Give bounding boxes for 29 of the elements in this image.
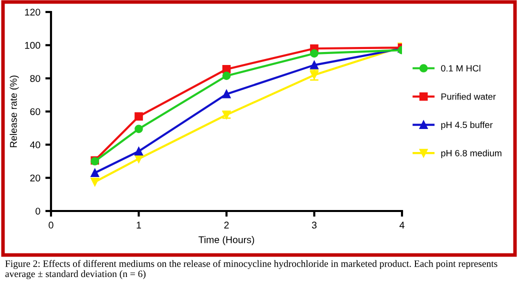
legend-label: Purified water: [441, 93, 496, 100]
y-tick-label: 60: [30, 108, 40, 116]
y-axis-title: Release rate (%): [10, 76, 19, 148]
point: [134, 124, 143, 134]
point: [310, 60, 318, 70]
point: [222, 72, 231, 80]
caption: Figure 2: Effects of different mediums on the release of minocycline hydrochloride in marketed product. Each point represents average ± standard deviation (n = 6): [5, 260, 498, 280]
point: [134, 154, 143, 163]
x-axis-title: Time (Hours): [198, 236, 254, 246]
legend-label: pH 4.5 buffer: [441, 121, 493, 130]
y-tick-label: 40: [30, 141, 40, 148]
legend-label: pH 6.8 medium: [441, 150, 502, 158]
point: [134, 112, 143, 121]
point: [90, 168, 100, 178]
y-tick-label: 120: [25, 8, 40, 16]
point: [222, 90, 231, 98]
x-tick-label: 1: [136, 222, 141, 228]
x-tick-label: 0: [48, 222, 54, 229]
x-tick-label: 3: [312, 222, 317, 229]
y-tick-label: 100: [25, 42, 40, 49]
x-tick-label: 4: [400, 222, 404, 228]
y-tick-label: 20: [30, 174, 40, 182]
legend-label: 0.1 M HCl: [441, 64, 480, 72]
y-tick-label: 0: [36, 208, 40, 215]
point: [90, 178, 100, 186]
point: [310, 49, 318, 58]
point: [134, 147, 143, 156]
x-tick-label: 2: [224, 222, 229, 228]
y-tick-label: 80: [30, 75, 40, 82]
